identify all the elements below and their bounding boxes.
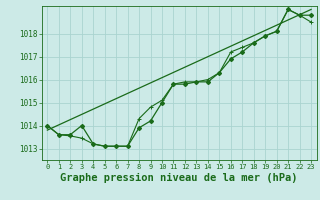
X-axis label: Graphe pression niveau de la mer (hPa): Graphe pression niveau de la mer (hPa) (60, 173, 298, 183)
